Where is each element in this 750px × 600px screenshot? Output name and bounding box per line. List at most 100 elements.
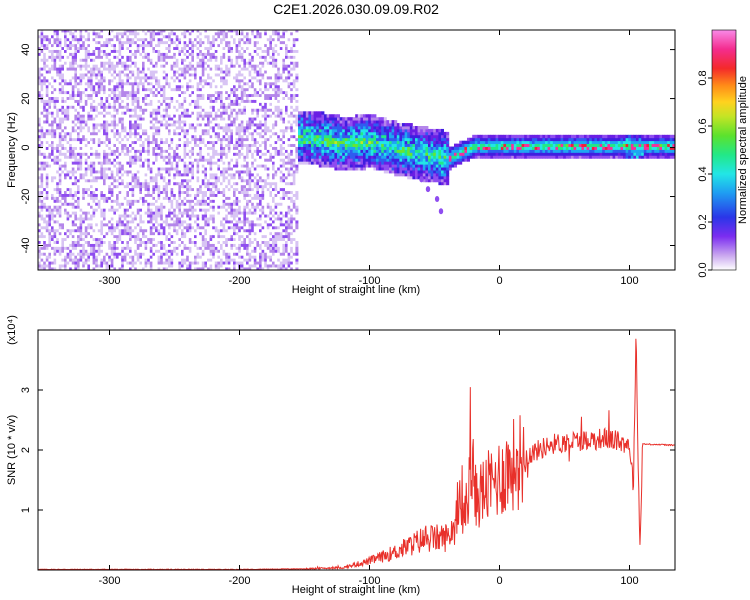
- spectrogram-cell: [162, 264, 166, 268]
- spectrogram-cell: [100, 96, 104, 100]
- spectrogram-cell: [118, 30, 122, 33]
- spectrogram-cell: [105, 81, 109, 86]
- spectrogram-cell: [56, 225, 60, 230]
- spectrogram-cell: [95, 126, 99, 130]
- spectrogram-cell: [136, 190, 140, 194]
- spectrogram-cell: [170, 173, 174, 177]
- spectrogram-cell: [79, 131, 83, 136]
- spectrogram-cell: [64, 164, 67, 168]
- spectrogram-cell: [61, 49, 65, 53]
- spectrogram-cell: [142, 193, 145, 197]
- spectrogram-cell: [149, 202, 153, 206]
- spectrogram-cell: [64, 264, 67, 268]
- spectrogram-cell: [194, 131, 197, 136]
- spectrogram-cell: [129, 167, 132, 171]
- spectrogram-cell: [97, 105, 101, 109]
- spectrogram-cell: [134, 252, 138, 256]
- spectrogram-cell: [56, 73, 60, 77]
- spectrogram-cell: [152, 146, 156, 150]
- spectrogram-cell: [108, 252, 112, 256]
- spectrogram-cell: [157, 175, 161, 180]
- spectrogram-cell: [134, 58, 138, 62]
- spectrogram-cell: [87, 111, 91, 115]
- spectrogram-cell: [134, 96, 138, 100]
- spectrogram-cell: [97, 208, 101, 212]
- spectrogram-cell: [147, 214, 151, 218]
- spectrogram-cell: [74, 255, 78, 259]
- spectrogram-cell: [71, 84, 75, 89]
- spectrogram-cell: [142, 87, 145, 92]
- spectrogram-cell: [147, 34, 151, 39]
- spectrogram-cell: [194, 181, 197, 186]
- spectrogram-cell: [136, 249, 140, 253]
- spectrogram-cell: [105, 243, 109, 247]
- spectrogram-cell: [136, 205, 140, 209]
- spectrogram-cell: [77, 178, 80, 183]
- spectrogram-cell: [147, 140, 151, 145]
- spectrogram-cell: [45, 234, 49, 239]
- spectrogram-cell: [144, 49, 148, 53]
- spectrogram-cell: [69, 108, 73, 112]
- spectrogram-cell: [113, 52, 117, 56]
- spectrogram-cell: [194, 111, 197, 115]
- spectrogram-cell: [48, 64, 52, 68]
- spectrogram-cell: [110, 117, 114, 121]
- spectrogram-cell: [64, 190, 67, 194]
- spectrogram-cell: [82, 205, 86, 209]
- spectrogram-cell: [69, 205, 73, 209]
- spectrogram-cell: [113, 137, 117, 142]
- spectrogram-cell: [121, 205, 125, 209]
- spectrogram-cell: [105, 31, 109, 36]
- spectrogram-cell: [165, 252, 169, 256]
- spectrogram-cell: [51, 214, 54, 218]
- spectrogram-cell: [131, 105, 135, 109]
- spectrogram-cell: [108, 231, 112, 236]
- spectrogram-cell: [144, 190, 148, 194]
- spectrogram-cell: [142, 264, 145, 268]
- spectrogram-cell: [170, 167, 174, 171]
- spectrogram-cell: [66, 102, 70, 106]
- spectrogram-cell: [56, 243, 60, 247]
- spectrogram-cell: [110, 134, 114, 139]
- spectrogram-cell: [183, 164, 187, 168]
- spectrogram-cell: [113, 102, 117, 106]
- spectrogram-cell: [92, 67, 96, 71]
- spectrogram-cell: [113, 170, 117, 174]
- spectrogram-cell: [108, 193, 112, 197]
- spectrogram-cell: [183, 117, 187, 121]
- spectrogram-cell: [71, 87, 75, 92]
- spectrogram-cell: [129, 40, 132, 45]
- spectrogram-cell: [194, 170, 197, 174]
- spectrogram-cell: [155, 175, 158, 180]
- spectrogram-cell: [108, 196, 112, 200]
- spectrogram-cell: [45, 246, 49, 250]
- spectrogram-cell: [144, 111, 148, 115]
- spectrogram-cell: [118, 58, 122, 62]
- spectrogram-cell: [160, 173, 164, 177]
- spectrogram-cell: [191, 187, 195, 192]
- spectrogram-cell: [82, 123, 86, 127]
- spectrogram-cell: [90, 52, 93, 56]
- spectrogram-cell: [160, 143, 164, 147]
- spectrogram-cell: [43, 205, 47, 209]
- spectrogram-cell: [123, 70, 127, 74]
- spectrogram-cell: [170, 222, 174, 227]
- spectrogram-cell: [183, 149, 187, 153]
- spectrogram-cell: [157, 105, 161, 109]
- spectrogram-cell: [116, 211, 119, 215]
- spectrogram-cell: [82, 128, 86, 133]
- spectrogram-cell: [183, 37, 187, 42]
- spectrogram-cell: [71, 140, 75, 145]
- spectrogram-cell: [61, 267, 65, 270]
- spectrogram-cell: [126, 87, 130, 92]
- spectrogram-cell: [48, 52, 52, 56]
- spectrogram-cell: [139, 155, 143, 159]
- spectrogram-cell: [186, 90, 190, 95]
- spectrogram-cell: [100, 175, 104, 180]
- spectrogram-cell: [103, 120, 106, 124]
- spectrogram-cell: [188, 258, 192, 262]
- spectrogram-cell: [38, 64, 41, 68]
- spectrogram-cell: [136, 108, 140, 112]
- spectrogram-cell: [118, 128, 122, 133]
- spectrogram-cell: [183, 137, 187, 142]
